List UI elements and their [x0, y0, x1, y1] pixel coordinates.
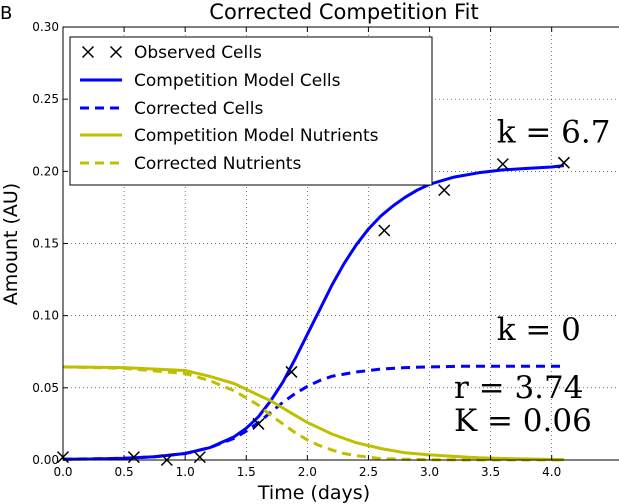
x-tick-label: 3.5 [481, 465, 500, 479]
legend-box [69, 36, 433, 186]
observed-point [252, 417, 265, 430]
competition-model-nutrients-line [62, 365, 564, 462]
x-tick-label: 0.5 [115, 465, 134, 479]
observed-point [193, 451, 206, 464]
corrected-nutrients-line [62, 365, 564, 462]
corrected-cells-line [62, 364, 564, 461]
legend-label-observed-cells: Observed Cells [134, 43, 262, 63]
y-axis-label: Amount (AU) [0, 183, 22, 305]
annotation-k-0-06: K = 0.06 [454, 403, 592, 439]
series-corrected-cells [62, 364, 564, 461]
observed-point [378, 224, 391, 237]
x-axis-label: Time (days) [257, 482, 370, 504]
observed-point [127, 451, 140, 464]
x-tick-label: 1.0 [176, 465, 195, 479]
annotations: k = 6.7 k = 0 r = 3.74K = 0.06 [454, 114, 611, 439]
chart-title: Corrected Competition Fit [209, 0, 478, 24]
series-competition-model-nutrients [62, 365, 564, 462]
y-tick-label: 0.25 [32, 92, 59, 106]
observed-point [438, 184, 451, 197]
observed-point [285, 365, 298, 378]
series-corrected-nutrients [62, 365, 564, 462]
x-tick-label: 4.0 [542, 465, 561, 479]
x-tick-label: 0.0 [53, 465, 72, 479]
legend-label-competition-model-cells: Competition Model Cells [134, 71, 341, 91]
ticks: 0.0 0.5 1.0 1.5 2.0 2.5 3.0 3.5 4.0 0.00 0.05 0.10 0… [32, 20, 561, 479]
y-tick-label: 0.15 [32, 237, 59, 251]
panel-label: B [0, 3, 12, 24]
y-tick-label: 0.05 [32, 381, 59, 395]
series-observed-cells [56, 156, 570, 467]
y-tick-label: 0.20 [32, 164, 59, 178]
legend-label-competition-model-nutrients: Competition Model Nutrients [134, 126, 379, 146]
annotation-k-6-7: k = 6.7 [497, 114, 611, 150]
legend-marker [109, 45, 123, 59]
annotation-r-3-74: r = 3.74 [454, 370, 584, 406]
x-tick-label: 2.0 [298, 465, 317, 479]
y-tick-label: 0.00 [32, 453, 59, 467]
legend: Observed Cells Competition Model Cells Cor… [69, 36, 433, 186]
observed-point [557, 156, 570, 169]
x-tick-label: 2.5 [359, 465, 378, 479]
y-tick-label: 0.10 [32, 309, 59, 323]
legend-marker [81, 45, 95, 59]
series-layer [56, 156, 570, 467]
plot-frame [62, 26, 619, 461]
legend-label-corrected-nutrients: Corrected Nutrients [134, 154, 301, 174]
x-tick-label: 3.0 [420, 465, 439, 479]
legend-label-corrected-cells: Corrected Cells [134, 99, 263, 119]
x-tick-label: 1.5 [237, 465, 256, 479]
y-tick-label: 0.30 [32, 20, 59, 34]
observed-point [496, 158, 509, 171]
annotation-k-0: k = 0 [497, 312, 581, 348]
